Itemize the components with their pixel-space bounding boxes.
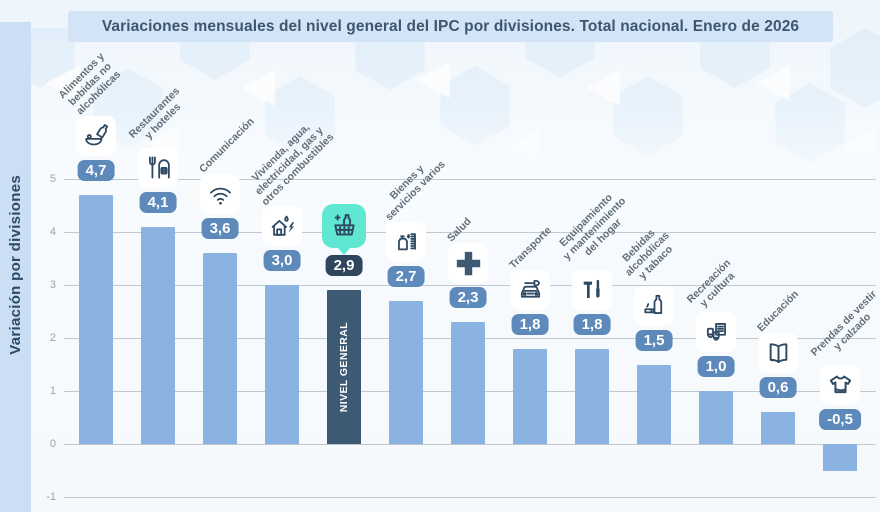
value-badge-13: -0,5 [819, 409, 861, 430]
bar-12 [761, 412, 795, 444]
icon-box-6 [386, 221, 426, 262]
bar-10 [637, 364, 671, 444]
value-badge-2: 4,1 [139, 191, 177, 213]
bubble-pointer [337, 247, 351, 256]
category-label-1: Alimentos y bebidas no alcohólicas [56, 50, 123, 117]
education-icon [764, 339, 793, 368]
value-badge-11: 1,0 [697, 356, 735, 377]
icon-box-9 [572, 269, 612, 310]
health-cross-icon [452, 247, 485, 280]
value-badge-7: 2,3 [449, 287, 487, 309]
bar-9 [575, 348, 609, 444]
value-badge-3: 3,6 [201, 218, 239, 240]
food-drink-icon [83, 122, 110, 149]
y-tick-label-5: 5 [49, 173, 56, 185]
icon-box-12 [758, 333, 798, 374]
chart-title: Variaciones mensuales del nivel general … [101, 17, 800, 35]
icon-box-7 [448, 243, 488, 284]
wifi-icon [207, 181, 234, 208]
category-label-3: Comunicación [196, 116, 257, 176]
alcohol-tobacco-icon [641, 292, 668, 319]
category-label-6: Bienes y servicios varios [382, 158, 448, 224]
bar-4 [265, 285, 299, 444]
value-badge-1: 4,7 [77, 159, 115, 181]
value-badge-5: 2,9 [325, 255, 363, 277]
restaurant-hotel-icon [145, 154, 172, 181]
value-badge-8: 1,8 [511, 313, 549, 335]
icon-box-2 [138, 147, 178, 188]
category-label-7: Salud [444, 215, 474, 245]
icon-box-11 [696, 312, 736, 352]
value-badge-4: 3,0 [263, 250, 301, 271]
value-badge-12: 0,6 [759, 377, 797, 399]
icon-box-8 [510, 269, 550, 310]
y-tick-label-3: 3 [49, 279, 56, 291]
gridline-4 [64, 232, 876, 233]
y-tick-label-0: 0 [49, 438, 56, 450]
bar-inner-label: NIVEL GENERAL [338, 322, 350, 413]
bar-5: NIVEL GENERAL [327, 290, 361, 444]
category-label-4: Vivienda, agua, electricidad, gas y otro… [249, 121, 336, 208]
housing-utilities-icon [269, 213, 296, 240]
value-badge-10: 1,5 [635, 329, 673, 351]
home-equipment-icon [579, 276, 606, 303]
category-label-13: Prendas de vestir y calzado [808, 287, 880, 359]
bar-7 [451, 322, 485, 444]
icon-box-10 [634, 285, 674, 326]
bar-11 [699, 391, 733, 444]
y-tick-label--1: -1 [46, 491, 56, 503]
value-badge-6: 2,7 [387, 265, 425, 287]
gridline-0 [64, 444, 876, 445]
transport-icon [517, 276, 544, 303]
gridline-5 [64, 179, 876, 180]
bar-1 [79, 194, 113, 444]
highlight-bubble [322, 204, 366, 256]
gridline--1 [64, 497, 876, 498]
clothing-icon [826, 371, 855, 400]
goods-services-icon [393, 228, 420, 255]
left-accent-stripe [0, 22, 31, 512]
bar-6 [389, 300, 423, 444]
bar-2 [141, 226, 175, 444]
bar-13 [823, 444, 857, 471]
icon-box-1 [76, 115, 116, 156]
shopping-basket-icon [330, 212, 359, 241]
icon-box-4 [262, 206, 302, 246]
bar-3 [203, 253, 237, 444]
icon-box-3 [200, 174, 240, 215]
icon-box-13 [820, 365, 860, 405]
chart-title-bar: Variaciones mensuales del nivel general … [68, 11, 833, 42]
category-label-2: Restaurantes y hoteles [126, 85, 184, 142]
y-tick-label-2: 2 [49, 332, 56, 344]
category-label-12: Educación [754, 288, 802, 335]
y-tick-label-1: 1 [49, 385, 56, 397]
bar-8 [513, 348, 547, 444]
gridline-3 [64, 285, 876, 286]
recreation-culture-icon [703, 319, 730, 346]
value-badge-9: 1,8 [573, 313, 611, 335]
y-axis-title: Variación por divisiones [7, 175, 24, 355]
y-tick-label-4: 4 [49, 226, 56, 238]
